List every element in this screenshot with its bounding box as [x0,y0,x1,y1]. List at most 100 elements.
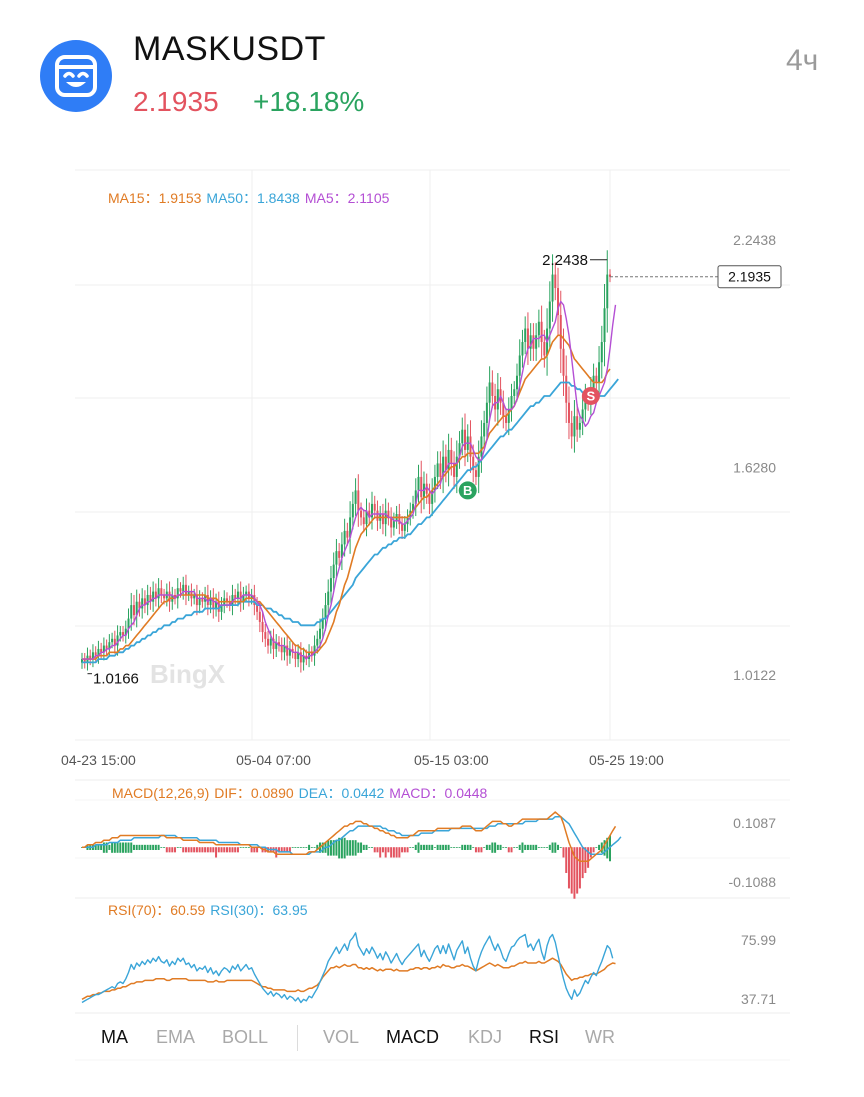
legend-label: MACD(12,26,9) [112,785,209,801]
candle-body [335,551,338,565]
macd-bar [592,847,595,853]
macd-bar [535,844,538,850]
timeframe-label[interactable]: 4ч [786,44,819,77]
candle-body [346,530,349,538]
candle-body [168,591,171,602]
macd-bar [406,847,409,853]
rsi30-line [81,932,614,1004]
macd-bar [154,844,157,850]
macd-bar [420,844,423,850]
candle-body [130,605,133,619]
candle-body [565,375,568,403]
tab-macd[interactable]: MACD [386,1027,439,1047]
macd-bar [567,847,570,889]
candle-body [299,652,302,663]
macd-bar [570,847,573,894]
signal-marker [458,481,477,500]
candle-body [310,652,313,656]
high-label: 2.2438 [542,252,588,269]
candle-body [209,598,212,606]
candle-body [228,601,231,606]
macd-bar [466,844,469,850]
macd-bar [215,847,218,858]
tab-kdj[interactable]: KDJ [468,1027,503,1047]
candle-body [370,503,373,518]
candle-body [540,321,543,343]
signal-marker [581,386,600,405]
candle-body [417,476,420,491]
macd-bar [236,847,239,853]
candle-body [94,652,97,656]
candle-body [182,584,185,592]
macd-bar [384,847,387,858]
tab-wr[interactable]: WR [585,1027,615,1047]
macd-bar [515,847,518,848]
candle-body [100,648,103,653]
macd-bar [565,847,568,873]
macd-bar [119,842,122,853]
macd-bar [346,840,349,856]
macd-bar [458,847,461,848]
macd-bar [584,847,587,873]
tab-ema[interactable]: EMA [156,1027,196,1047]
macd-bar [310,847,313,848]
macd-bar [502,847,505,848]
candle-body [141,598,144,609]
macd-bar [171,847,174,853]
candle-body [288,648,291,656]
macd-bar [609,835,611,862]
candle-body [113,638,116,646]
candle-body [360,510,363,518]
macd-bar [174,847,177,853]
candle-body [392,520,395,528]
candle-body [425,483,428,494]
candle-body [401,524,404,531]
macd-bar [548,844,551,850]
tab-vol[interactable]: VOL [323,1027,360,1047]
candle-body [474,470,477,477]
candle-body [149,594,152,602]
candle-body [122,632,125,636]
candle-body [510,395,513,410]
candle-body [455,456,458,477]
candle-body [562,348,565,376]
candle-body [502,402,505,417]
macd-bar [299,847,302,848]
tab-boll[interactable]: BOLL [222,1027,269,1047]
candle-body [267,638,270,646]
candle-body [280,645,283,653]
candle-body [116,635,119,646]
candle-body [518,355,521,376]
macd-bar [250,847,253,853]
macd-bar [245,847,248,848]
macd-bar [600,842,603,853]
macd-bar [253,847,256,853]
candle-body [272,638,275,649]
candle-body [105,645,108,649]
macd-bar [439,844,442,850]
y-tick-label: 2.2438 [733,232,776,248]
candle-body [174,594,177,599]
macd-bar [184,847,187,853]
candle-body [316,638,319,646]
candle-body [220,605,223,612]
dif-line [82,811,617,863]
legend-label: MA50： [206,190,257,206]
candle-body [206,594,209,606]
candle-body [231,594,234,606]
macd-bar [603,840,606,856]
candle-body [187,591,190,595]
tab-rsi[interactable]: RSI [529,1027,560,1047]
candle-body [513,389,516,396]
candle-body [570,422,573,437]
macd-bar [521,842,524,853]
tab-ma[interactable]: MA [101,1027,128,1047]
legend-value: 0.0448 [445,785,488,801]
macd-bar [195,847,198,853]
candle-body [201,598,204,602]
candle-body [324,605,327,619]
macd-bar [116,842,119,853]
macd-bar [390,847,393,858]
macd-bar [360,842,363,853]
candle-body [433,476,436,491]
